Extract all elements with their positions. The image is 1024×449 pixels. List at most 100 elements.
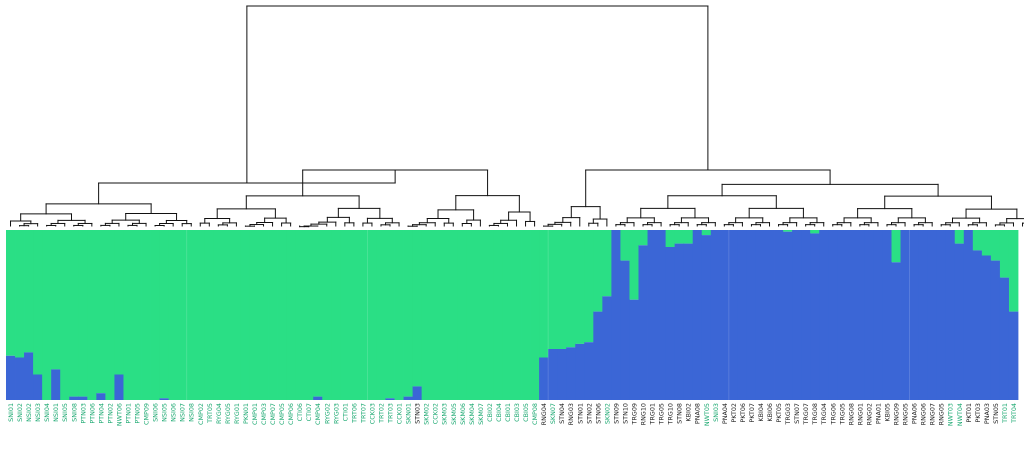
ancestry-bar-cluster-2 [701, 235, 712, 400]
sample-label: CMP05 [278, 403, 286, 425]
sample-label: TRG09 [630, 403, 638, 425]
sample-label: PTN01 [124, 403, 132, 424]
sample-label: CCK02 [432, 403, 440, 424]
sample-label: SNI08 [70, 403, 78, 422]
sample-label: PNA01 [874, 403, 882, 424]
ancestry-bar-cluster-2 [1008, 311, 1019, 400]
sample-label: PTN04 [97, 403, 105, 424]
sample-label: STN10 [621, 403, 629, 424]
sample-label: SKM06 [459, 403, 467, 425]
sample-label: RYG01 [233, 403, 241, 424]
sample-label: RYG05 [224, 403, 232, 424]
ancestry-bar-cluster-2 [810, 233, 820, 400]
group-dividers [186, 230, 910, 400]
ancestry-bar-cluster-1 [105, 230, 115, 400]
ancestry-bar-cluster-1 [593, 230, 603, 312]
sample-label: SNI04 [43, 403, 51, 422]
sample-label: SKM03 [441, 403, 449, 425]
ancestry-bar-plot [6, 230, 1019, 400]
sample-label: CMP06 [287, 403, 295, 425]
sample-label: NSI05 [161, 403, 169, 422]
ancestry-bar-cluster-2 [999, 277, 1010, 400]
ancestry-bar-cluster-2 [891, 262, 901, 400]
ancestry-bar-cluster-2 [602, 296, 612, 400]
sample-label: PKT06 [739, 403, 747, 423]
sample-label: TRG07 [802, 403, 810, 425]
sample-label: PKT05 [775, 403, 783, 423]
ancestry-bar-cluster-1 [954, 230, 965, 244]
sample-label: CTI07 [305, 403, 313, 421]
ancestry-bar-cluster-2 [792, 230, 802, 400]
sample-label: CMP04 [314, 403, 322, 425]
sample-label: CMP03 [260, 403, 268, 425]
ancestry-bar-cluster-1 [349, 230, 359, 400]
ancestry-bar-cluster-1 [96, 230, 106, 394]
ancestry-bar-cluster-1 [24, 230, 34, 353]
sample-label: TRT03 [387, 403, 395, 424]
sample-label: SNI02 [16, 403, 24, 422]
ancestry-bar-cluster-2 [882, 230, 892, 400]
sample-label: PKT01 [965, 403, 973, 423]
sample-label: TRT04 [1010, 403, 1018, 424]
sample-label: TRT07 [359, 403, 367, 424]
ancestry-bar-cluster-1 [502, 230, 513, 400]
sample-label: RNG03 [567, 403, 575, 425]
ancestry-bar-cluster-1 [358, 230, 368, 400]
sample-label: CMP08 [531, 403, 539, 425]
ancestry-bar-cluster-2 [403, 396, 414, 400]
sample-label: PNA03 [983, 403, 991, 424]
sample-labels: SNI01 SNI02 NSI02 NSI03 SNI04 NSI01 SNI05 SNI08… [7, 403, 1018, 426]
ancestry-bar-cluster-2 [412, 386, 423, 400]
sample-label: RNG05 [938, 403, 946, 425]
ancestry-bar-cluster-2 [656, 230, 667, 400]
ancestry-bar-cluster-2 [945, 230, 956, 400]
sample-label: NSI08 [188, 403, 196, 422]
sample-label: TRT05 [206, 403, 214, 424]
ancestry-bar-cluster-1 [141, 230, 151, 400]
sample-label: SKM05 [450, 403, 458, 425]
ancestry-bar-cluster-1 [78, 230, 88, 397]
sample-label: TRG05 [658, 403, 666, 425]
sample-label: TRG01 [649, 403, 657, 425]
ancestry-bar-cluster-2 [638, 245, 648, 400]
ancestry-bar-cluster-2 [918, 230, 929, 400]
sample-label: CCK03 [368, 403, 376, 424]
sample-label: PNA04 [721, 403, 729, 424]
sample-label: NSI07 [179, 403, 187, 422]
ancestry-bar-cluster-2 [385, 398, 395, 400]
sample-label: NSI02 [25, 403, 33, 422]
sample-label: TRG10 [667, 403, 675, 425]
ancestry-bar-cluster-1 [204, 230, 215, 400]
ancestry-bar-cluster-2 [24, 352, 34, 400]
sample-label: SNI03 [712, 403, 720, 422]
sample-label: STN06 [594, 403, 602, 424]
ancestry-bar-cluster-2 [33, 374, 43, 400]
ancestry-bar-cluster-2 [963, 230, 974, 400]
sample-label: RNG10 [640, 403, 648, 425]
ancestry-bar-cluster-1 [665, 230, 676, 247]
ancestry-bar-cluster-2 [539, 357, 549, 400]
sample-label: SKN01 [405, 403, 413, 424]
ancestry-bar-cluster-1 [521, 230, 531, 400]
sample-label: RNG01 [856, 403, 864, 425]
ancestry-bar-cluster-1 [367, 230, 377, 400]
sample-label: STN03 [414, 403, 422, 424]
sample-label: PNA08 [694, 403, 702, 424]
ancestry-bar-cluster-1 [548, 230, 558, 349]
ancestry-bar-cluster-1 [810, 230, 820, 234]
ancestry-bar-cluster-2 [6, 355, 16, 400]
ancestry-bar-cluster-1 [295, 230, 305, 400]
ancestry-bar-cluster-2 [728, 230, 739, 400]
ancestry-bar-cluster-2 [981, 255, 992, 400]
ancestry-bar-cluster-2 [783, 231, 793, 400]
sample-label: STN04 [558, 403, 566, 424]
sample-label: TRG04 [820, 403, 828, 425]
ancestry-bar-cluster-2 [683, 243, 694, 400]
ancestry-bar-cluster-1 [33, 230, 43, 375]
sample-label: SKM02 [423, 403, 431, 425]
sample-label: SKM07 [477, 403, 485, 425]
ancestry-bar-cluster-1 [304, 230, 314, 400]
ancestry-bar-cluster-1 [602, 230, 612, 297]
ancestry-bar-cluster-2 [15, 357, 25, 400]
ancestry-bar-cluster-1 [195, 230, 206, 400]
